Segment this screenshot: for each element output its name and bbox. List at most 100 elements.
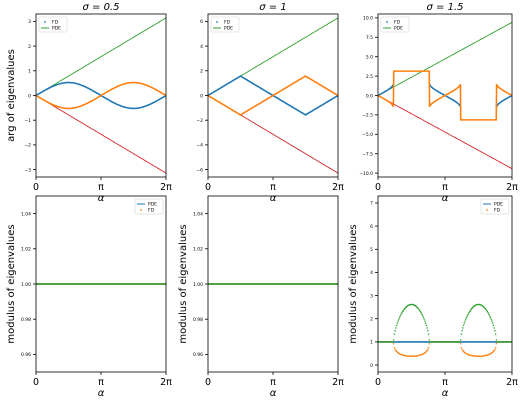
data-point: [397, 320, 399, 322]
y-tick-label: 0: [200, 93, 203, 99]
data-point: [402, 309, 405, 312]
data-point: [488, 315, 491, 317]
data-point: [494, 348, 496, 351]
data-point: [494, 333, 497, 335]
y-tick-label: 2: [370, 317, 373, 323]
y-tick-label: 1.04: [21, 211, 31, 217]
data-point: [395, 324, 398, 327]
chart-panel-1: 0 π 2π −3 −2 −1 0 1 2 3 σ = 0.5 α arg of eigenvalues…: [6, 2, 172, 204]
y-tick-label: −10.0: [359, 171, 373, 177]
y-tick-label: 6: [200, 19, 203, 25]
data-point: [486, 310, 489, 313]
data-point: [462, 327, 464, 329]
x-axis-label: α: [270, 193, 277, 204]
y-axis-label: modulus of eigenvalues: [348, 224, 359, 343]
data-point: [461, 329, 463, 332]
x-tick-label: π: [98, 182, 104, 193]
x-tick-label: π: [98, 377, 104, 388]
y-tick-label: −2: [196, 118, 203, 124]
x-tick-label: 2π: [506, 377, 518, 388]
x-axis-label: α: [270, 388, 277, 399]
y-tick-label: −5.0: [362, 132, 373, 138]
data-point: [428, 339, 431, 341]
data-point: [466, 315, 469, 317]
x-tick-label: π: [270, 182, 276, 193]
x-axis-label: α: [98, 193, 105, 204]
data-point: [465, 316, 468, 319]
y-tick-label: 2: [200, 69, 203, 75]
y-tick-label: −3: [24, 167, 31, 173]
data-point: [464, 320, 466, 322]
y-tick-label: −7.5: [362, 152, 373, 158]
legend-label: FD: [494, 208, 501, 214]
y-tick-label: 0.96: [21, 352, 31, 358]
data-point: [460, 346, 463, 349]
x-axis-label: α: [442, 193, 449, 204]
chart-panel-5: 0 π 2π 0.96 0.98 1.00 1.02 1.04 α modulus of eige…: [178, 195, 344, 399]
data-point: [494, 329, 496, 332]
data-point: [459, 339, 462, 341]
x-tick-label: 0: [375, 182, 381, 193]
x-tick-label: 0: [205, 377, 211, 388]
series-green: [378, 21, 512, 96]
x-tick-label: π: [442, 182, 448, 193]
legend-marker: [486, 209, 488, 211]
y-axis-label: modulus of eigenvalues: [178, 224, 189, 343]
y-tick-label: 1.00: [193, 282, 203, 288]
series-red: [36, 95, 166, 174]
series-blue: [495, 94, 512, 108]
legend-label: PDE: [52, 26, 61, 32]
y-tick-label: 6: [370, 224, 373, 230]
data-point: [396, 322, 399, 324]
plot-area: [208, 17, 338, 174]
y-tick-label: 5.0: [366, 54, 373, 60]
data-point: [493, 349, 495, 352]
data-point: [485, 309, 488, 312]
series-orange: [378, 70, 512, 121]
chart-panel-3: 0 π 2π −10.0 −7.5 −5.0 −2.5 0.0 2.5 5.0 7.5 10.0 σ =…: [359, 2, 518, 204]
y-tick-label: 1.02: [21, 247, 31, 253]
data-point: [425, 324, 428, 327]
y-tick-label: 0.98: [193, 317, 203, 323]
y-tick-label: −4: [196, 143, 203, 149]
legend-box: [134, 198, 164, 215]
y-tick-label: 3: [370, 293, 373, 299]
data-point: [461, 348, 463, 351]
data-point: [401, 312, 403, 314]
legend-marker: [386, 21, 388, 23]
x-tick-label: 2π: [160, 377, 172, 388]
x-tick-label: 0: [205, 182, 211, 193]
y-tick-label: 7.5: [366, 35, 373, 41]
chart-panel-4: 0 π 2π 0.96 0.98 1.00 1.02 1.04 α modulus of eige…: [6, 195, 172, 399]
data-point: [418, 308, 420, 311]
y-tick-label: 1.00: [21, 282, 31, 288]
x-tick-label: 2π: [332, 182, 344, 193]
y-axis-label: arg of eigenvalues: [6, 49, 17, 142]
plot-area: [378, 303, 512, 357]
data-point: [392, 341, 394, 343]
y-tick-label: −6: [196, 167, 203, 173]
y-tick-label: −1: [24, 118, 31, 124]
data-point: [394, 348, 396, 351]
x-tick-label: 0: [33, 182, 39, 193]
chart-title: σ = 0.5: [83, 2, 120, 13]
data-point: [428, 343, 431, 345]
data-point: [424, 320, 426, 322]
data-point: [422, 316, 425, 319]
data-point: [392, 339, 395, 341]
series-green: [36, 17, 166, 96]
legend-label: PDE: [394, 26, 403, 32]
y-tick-label: 4: [370, 270, 373, 276]
data-point: [493, 327, 495, 329]
y-tick-label: 1.02: [193, 247, 203, 253]
y-tick-label: 0: [370, 363, 373, 369]
data-point: [421, 315, 424, 317]
legend-label: PDE: [224, 26, 233, 32]
x-tick-label: π: [442, 377, 448, 388]
legend-marker: [216, 21, 218, 23]
x-tick-label: 2π: [506, 182, 518, 193]
data-point: [427, 333, 430, 335]
data-point: [398, 318, 400, 320]
